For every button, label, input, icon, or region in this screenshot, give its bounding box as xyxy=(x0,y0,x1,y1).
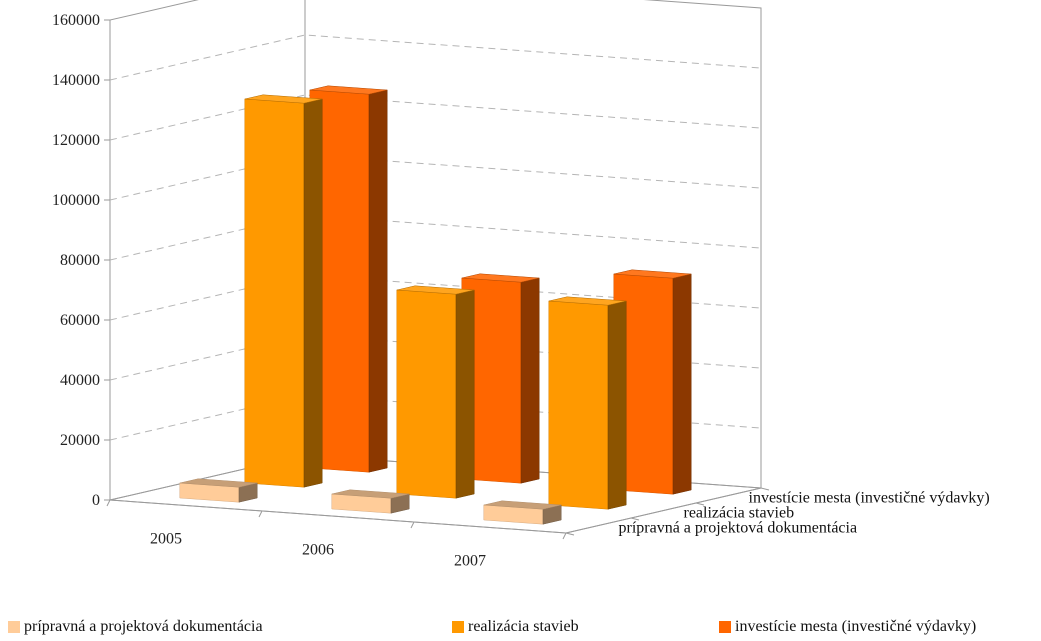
x-tick-label-2005: 2005 xyxy=(150,531,182,548)
legend-swatch-1 xyxy=(8,621,20,633)
legend-swatch-3 xyxy=(719,621,731,633)
y-tick-label-40000: 40000 xyxy=(60,372,100,389)
bar-top xyxy=(331,489,410,499)
y-tick-label-100000: 100000 xyxy=(52,192,100,209)
bar-3-2006 xyxy=(461,273,540,484)
x-tick-mark-2 xyxy=(410,521,415,529)
series-axis-label-1: prípravná a projektová dokumentácia xyxy=(619,520,858,537)
series-axis-line xyxy=(565,487,762,534)
gridline-100000 xyxy=(109,154,762,201)
bar-2-2007 xyxy=(548,296,627,510)
bar-side xyxy=(607,300,627,510)
x-tick-mark-0 xyxy=(106,499,111,507)
bar-side xyxy=(520,277,540,484)
series-axis-label-3: investície mesta (investičné výdavky) xyxy=(749,490,990,507)
legend: prípravná a projektová dokumentácia real… xyxy=(0,618,1041,638)
bar-top xyxy=(461,273,540,283)
y-axis-ticks: 0 20000 40000 60000 80000 100000 120000 140000 1… xyxy=(52,12,110,509)
bar-2-2006 xyxy=(396,285,475,499)
x-axis: 2005 2006 2007 xyxy=(106,499,567,570)
y-tick-label-140000: 140000 xyxy=(52,72,100,89)
bar-top xyxy=(179,478,258,488)
legend-item-3: investície mesta (investičné výdavky) xyxy=(719,618,976,636)
series-tick-mark-2 xyxy=(695,502,705,506)
bar-3-2007 xyxy=(613,269,692,495)
bar-side xyxy=(303,98,323,488)
y-tick-label-0: 0 xyxy=(92,492,100,509)
x-tick-mark-3 xyxy=(562,532,567,540)
bar-top xyxy=(548,296,627,306)
legend-item-2: realizácia stavieb xyxy=(452,618,579,636)
series-tick-mark-0 xyxy=(565,532,575,536)
bar-1-2005 xyxy=(179,478,258,503)
bar-top xyxy=(483,500,562,510)
bar-1-2006 xyxy=(331,489,410,514)
bar-top xyxy=(244,94,323,104)
x-tick-mark-1 xyxy=(258,510,263,518)
legend-label-1: prípravná a projektová dokumentácia xyxy=(24,618,263,635)
legend-label-3: investície mesta (investičné výdavky) xyxy=(735,618,977,635)
bar-top xyxy=(309,85,388,95)
gridline-80000 xyxy=(109,214,762,261)
bar-2-2005 xyxy=(244,94,323,488)
gridline-120000 xyxy=(109,94,762,141)
bar-top xyxy=(396,285,475,295)
x-tick-label-2007: 2007 xyxy=(454,553,486,570)
series-axis: prípravná a projektová dokumentáciareali… xyxy=(565,487,990,537)
bars xyxy=(179,85,692,525)
bar-front xyxy=(244,98,305,488)
bar-side xyxy=(455,289,475,499)
bar-front xyxy=(548,300,609,510)
bar-3-2005 xyxy=(309,85,388,473)
legend-swatch-2 xyxy=(452,621,464,633)
series-tick-mark-1 xyxy=(630,517,640,521)
y-tick-label-20000: 20000 xyxy=(60,432,100,449)
series-tick-mark-3 xyxy=(760,487,770,491)
y-tick-label-80000: 80000 xyxy=(60,252,100,269)
series-axis-label-2: realizácia stavieb xyxy=(684,505,795,522)
x-tick-label-2006: 2006 xyxy=(302,542,334,559)
bar-top xyxy=(613,269,692,279)
y-tick-label-160000: 160000 xyxy=(52,12,100,29)
x-axis-line xyxy=(109,499,567,534)
y-tick-label-120000: 120000 xyxy=(52,132,100,149)
bar-1-2007 xyxy=(483,500,562,525)
legend-label-2: realizácia stavieb xyxy=(468,618,579,635)
bar-front xyxy=(396,289,457,499)
bar-side xyxy=(672,273,692,495)
y-tick-label-60000: 60000 xyxy=(60,312,100,329)
gridline-140000 xyxy=(109,34,762,81)
legend-item-1: prípravná a projektová dokumentácia xyxy=(8,618,263,636)
gridline-60000 xyxy=(109,274,762,321)
bar-side xyxy=(368,89,388,473)
